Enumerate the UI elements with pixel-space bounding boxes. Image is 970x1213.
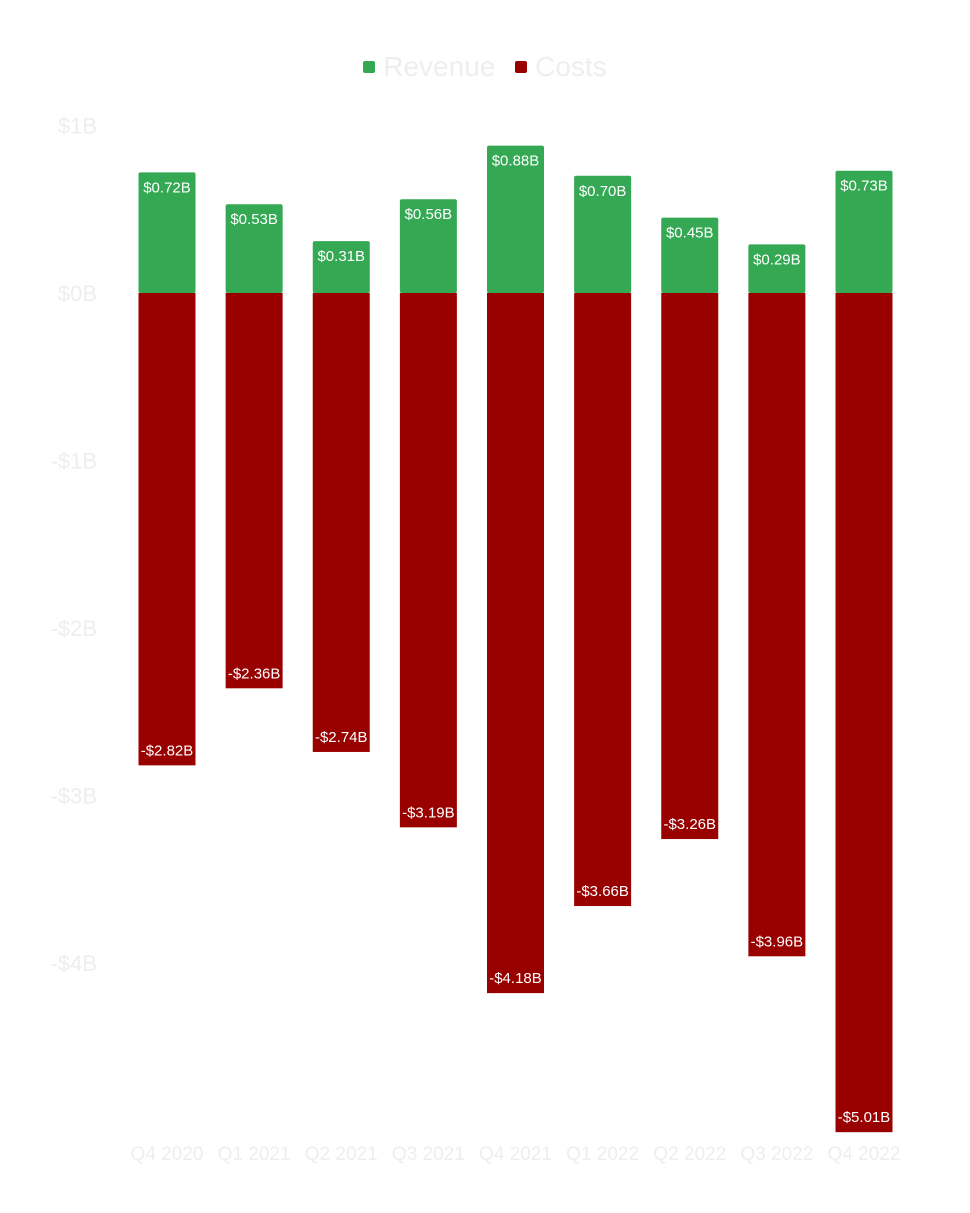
y-tick-label: -$4B	[51, 951, 97, 976]
x-tick-label: Q3 2021	[392, 1144, 465, 1165]
x-tick-label: Q4 2020	[131, 1144, 204, 1165]
x-tick-label: Q2 2021	[305, 1144, 378, 1165]
costs-bar[interactable]	[138, 293, 196, 766]
legend-swatch-costs	[515, 61, 528, 73]
x-tick-label: Q1 2022	[566, 1144, 639, 1165]
x-tick-label: Q2 2022	[653, 1144, 726, 1165]
revenue-data-label: $0.31B	[317, 248, 365, 265]
legend-label-costs: Costs	[535, 51, 607, 82]
costs-bar[interactable]	[487, 293, 544, 994]
y-tick-label: $0B	[58, 281, 97, 306]
legend-label-revenue: Revenue	[383, 51, 496, 82]
revenue-bar[interactable]	[138, 172, 196, 293]
x-tick-label: Q1 2021	[218, 1144, 291, 1165]
costs-data-label: -$5.01B	[838, 1109, 891, 1126]
revenue-bar[interactable]	[835, 170, 893, 293]
y-tick-label: -$3B	[51, 784, 97, 809]
revenue-bar[interactable]	[661, 217, 719, 293]
costs-data-label: -$4.18B	[489, 970, 542, 987]
legend-swatch-revenue	[363, 61, 376, 73]
revenue-bar[interactable]	[312, 241, 370, 293]
costs-bar[interactable]	[225, 293, 283, 689]
costs-bar[interactable]	[312, 293, 370, 752]
costs-bar[interactable]	[574, 293, 632, 907]
revenue-bar[interactable]	[487, 145, 544, 293]
legend-item-costs[interactable]: Costs	[515, 51, 607, 83]
revenue-bar[interactable]	[399, 199, 457, 293]
costs-data-label: -$3.96B	[751, 933, 804, 950]
costs-data-label: -$2.82B	[141, 742, 194, 759]
revenue-data-label: $0.73B	[840, 178, 888, 195]
y-tick-label: -$1B	[51, 449, 97, 474]
revenue-bar[interactable]	[225, 204, 283, 293]
costs-data-label: -$2.36B	[228, 665, 281, 682]
costs-bar[interactable]	[661, 293, 719, 840]
x-tick-label: Q4 2022	[828, 1144, 901, 1165]
costs-bar[interactable]	[835, 293, 893, 1133]
revenue-data-label: $0.72B	[143, 179, 191, 196]
revenue-bar[interactable]	[574, 175, 632, 293]
x-tick-label: Q4 2021	[479, 1144, 552, 1165]
legend: Revenue Costs	[0, 48, 970, 83]
costs-data-label: -$3.26B	[663, 816, 716, 833]
costs-bar[interactable]	[399, 293, 457, 828]
revenue-data-label: $0.29B	[753, 251, 801, 268]
legend-item-revenue[interactable]: Revenue	[363, 51, 495, 83]
y-tick-label: -$2B	[51, 616, 97, 641]
revenue-data-label: $0.88B	[492, 153, 540, 170]
x-tick-label: Q3 2022	[740, 1144, 813, 1165]
revenue-data-label: $0.53B	[230, 211, 278, 228]
costs-data-label: -$3.19B	[402, 804, 455, 821]
costs-data-label: -$2.74B	[315, 729, 368, 746]
revenue-data-label: $0.45B	[666, 225, 714, 242]
revenue-data-label: $0.56B	[405, 206, 453, 223]
y-tick-label: $1B	[58, 114, 97, 139]
costs-data-label: -$3.66B	[576, 883, 629, 900]
revenue-data-label: $0.70B	[579, 183, 627, 200]
revenue-bar[interactable]	[748, 244, 806, 293]
costs-bar[interactable]	[748, 293, 806, 957]
